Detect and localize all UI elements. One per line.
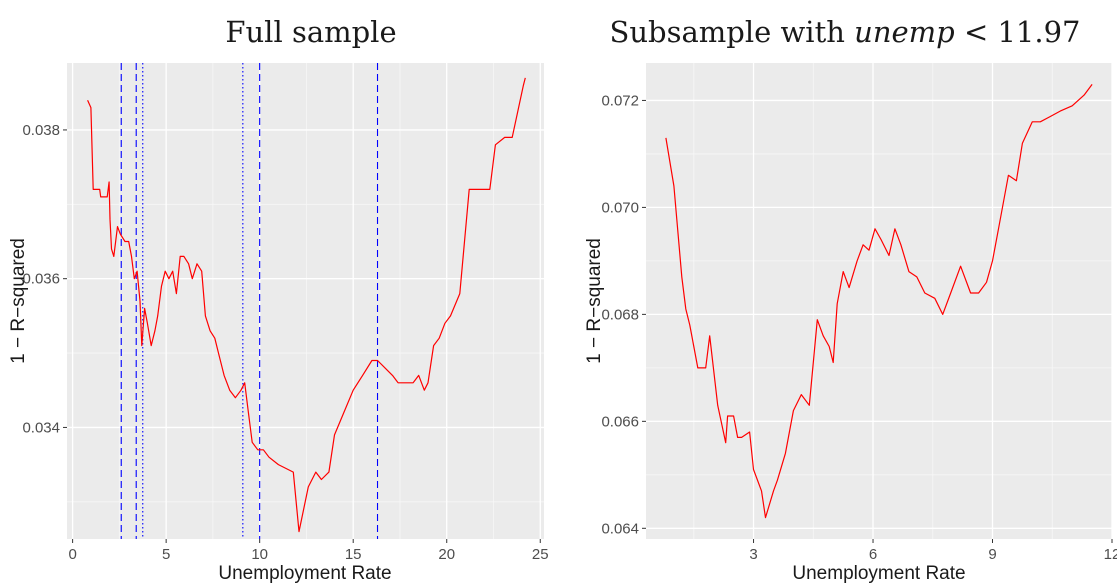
plot-background	[67, 63, 544, 539]
y-tick-label: 0.038	[22, 122, 60, 139]
y-axis-ticks: 0.034 0.036 0.038	[22, 122, 67, 436]
panel-title-text: Subsample with	[609, 15, 854, 49]
y-tick-label: 0.034	[22, 419, 60, 436]
y-axis-ticks: 0.064 0.066 0.068 0.070 0.072	[601, 92, 646, 537]
x-tick-label: 12	[1104, 546, 1117, 563]
y-tick-label: 0.066	[601, 413, 639, 430]
x-tick-label: 20	[438, 546, 455, 563]
plot-background	[646, 63, 1112, 539]
x-tick-label: 9	[988, 546, 996, 563]
y-tick-label: 0.064	[601, 520, 639, 537]
x-tick-label: 10	[251, 546, 268, 563]
x-axis-ticks: 0 5 10 15 20 25	[68, 539, 549, 563]
panel-full-sample: Full sample 0.034 0.036 0.038 0 5 10 15 20 25 U…	[8, 15, 549, 584]
y-axis-title: 1 − R−squared	[8, 238, 29, 364]
x-axis-title: Unemployment Rate	[218, 563, 391, 584]
grid	[646, 63, 1113, 539]
panel-title-suffix: < 11.97	[955, 15, 1081, 49]
panel-subsample: Subsample with unemp < 11.97 0.0640.0660…	[584, 15, 1117, 584]
y-tick-label: 0.068	[601, 306, 639, 323]
x-axis-title: Unemployment Rate	[792, 563, 965, 584]
panel-title-math: unemp	[854, 15, 955, 49]
x-tick-label: 25	[532, 546, 549, 563]
x-axis-ticks: 3 6 9 12	[749, 539, 1117, 563]
x-tick-label: 6	[869, 546, 877, 563]
x-tick-label: 5	[162, 546, 170, 563]
x-tick-label: 0	[68, 546, 76, 563]
y-tick-label: 0.072	[601, 92, 639, 109]
y-tick-label: 0.070	[601, 199, 639, 216]
panel-title-text: Full sample	[225, 15, 396, 49]
x-tick-label: 3	[749, 546, 757, 563]
x-tick-label: 15	[345, 546, 362, 563]
series-line	[87, 77, 526, 533]
series-line	[665, 84, 1093, 519]
y-axis-title: 1 − R−squared	[584, 238, 605, 364]
y-tick-label: 0.036	[22, 271, 60, 288]
panel-title-full-sample: Full sample	[225, 15, 396, 49]
reference-lines	[120, 63, 379, 539]
panel-title-subsample: Subsample with unemp < 11.97	[609, 15, 1080, 49]
